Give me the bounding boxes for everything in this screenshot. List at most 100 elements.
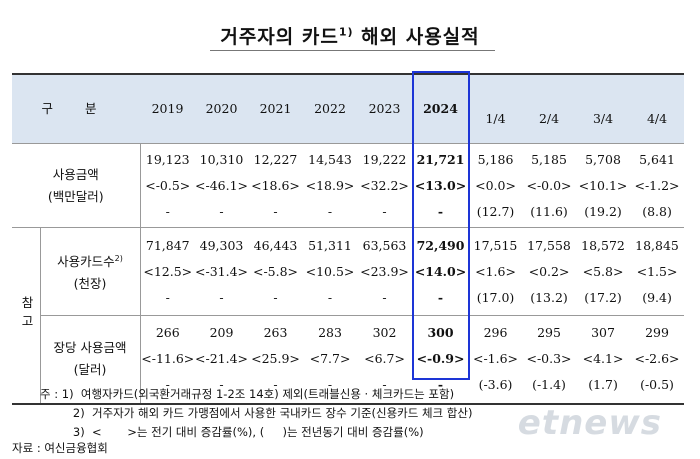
cards-footnote-marker: 2) — [114, 253, 123, 263]
year-2022: 2022 — [303, 74, 358, 144]
usage-values-5: 21,721 — [416, 151, 465, 167]
usage-growth-6: <0.0> — [475, 177, 516, 193]
usage-values-3: 14,543 — [308, 151, 352, 167]
year-2021: 2021 — [248, 74, 304, 144]
cards-yoy-9: (9.4) — [642, 289, 672, 305]
title-footnote-marker: 1) — [338, 25, 354, 39]
cards-label: 사용카드수2) — [41, 248, 140, 273]
cards-growth-9: <1.5> — [636, 263, 678, 279]
usage-values-8: 5,708 — [585, 151, 621, 167]
per-card-growth-9: <-2.6> — [634, 351, 680, 367]
cards-values-4: 63,563 — [362, 237, 407, 253]
cards-growth-2: <-5.8> — [252, 263, 299, 279]
per-card-growth-6: <-1.6> — [472, 351, 519, 367]
cards-row: 참고 사용카드수2) (천장) 71,847 <12.5> - 49,303 <-31.… — [12, 227, 685, 404]
year-2019: 2019 — [140, 74, 196, 144]
cell-per-card-7: 295 <-0.3> (-1.4) — [522, 315, 577, 404]
usage-growth-3: <18.9> — [305, 177, 355, 193]
usage-values-7: 5,185 — [531, 151, 567, 167]
cards-growth-7: <0.2> — [528, 263, 570, 279]
usage-growth-7: <-0.0> — [526, 177, 572, 193]
usage-growth-2: <18.6> — [251, 177, 300, 193]
usage-unit: (백만달러) — [47, 188, 104, 204]
title-underline — [210, 50, 495, 51]
usage-growth-8: <10.1> — [578, 177, 628, 193]
cards-yoy-7: (13.2) — [530, 289, 568, 305]
cards-yoy-0: - — [165, 289, 170, 305]
per-card-values-6: 296 — [483, 325, 508, 341]
footnote-1: 주 : 1) 여행자카드(외국환거래규정 1-2조 14호) 제외(트래블신용 … — [40, 387, 455, 401]
reference-text: 참고 — [19, 295, 34, 333]
cell-per-card-4: 302 <6.7> - — [357, 315, 413, 404]
year-2024: 2024 — [412, 74, 470, 144]
quarter-2: 2/4 — [522, 74, 577, 144]
cell-per-card-5: 300 <-0.9> - — [412, 315, 470, 404]
quarter-3: 3/4 — [576, 74, 631, 144]
cards-yoy-4: - — [382, 289, 387, 305]
usage-yoy-0: - — [165, 203, 170, 219]
cards-values-9: 18,845 — [635, 237, 679, 253]
cards-yoy-5: - — [437, 289, 444, 305]
usage-yoy-6: (12.7) — [476, 203, 515, 219]
usage-values-2: 12,227 — [253, 151, 298, 167]
per-card-growth-1: <-21.4> — [195, 351, 249, 367]
per-card-yoy-0: - — [165, 377, 170, 393]
cards-growth-3: <10.5> — [305, 263, 355, 279]
usage-values-9: 5,641 — [639, 151, 675, 167]
footnote-2: 2) 거주자가 해외 카드 가맹점에서 사용한 국내카드 장수 기준(신용카드 … — [40, 406, 473, 420]
cell-usage-9: 5,641 <-1.2> (8.8) — [630, 143, 685, 228]
per-card-growth-5: <-0.9> — [416, 351, 465, 367]
cell-cards-0: 71,847 <12.5> - — [140, 227, 196, 316]
cards-values-1: 49,303 — [199, 237, 244, 253]
usage-values-6: 5,186 — [477, 151, 514, 167]
quarter-4: 4/4 — [630, 74, 685, 144]
cell-cards-7: 17,558 <0.2> (13.2) — [522, 227, 577, 316]
per-card-values-9: 299 — [645, 325, 669, 341]
per-card-yoy-9: (-0.5) — [640, 377, 674, 393]
cards-growth-6: <1.6> — [475, 263, 516, 279]
per-card-yoy-1: - — [219, 377, 224, 393]
per-card-label-cell: 장당 사용금액 (달러) — [40, 315, 141, 404]
source-note: 자료 : 여신금융협회 — [12, 441, 108, 455]
cards-yoy-1: - — [219, 289, 224, 305]
per-card-growth-4: <6.7> — [364, 351, 405, 367]
per-card-growth-8: <4.1> — [582, 351, 624, 367]
usage-yoy-7: (11.6) — [530, 203, 568, 219]
year-2023: 2023 — [357, 74, 413, 144]
usage-label-cell: 사용금액 (백만달러) — [12, 143, 141, 228]
per-card-values-3: 283 — [318, 325, 342, 341]
usage-yoy-9: (8.8) — [642, 203, 672, 219]
cell-cards-8: 18,572 <5.8> (17.2) — [576, 227, 631, 316]
reference-label: 참고 — [12, 227, 41, 404]
cell-per-card-3: 283 <7.7> - — [303, 315, 358, 404]
cell-usage-5: 21,721 <13.0> - — [412, 143, 470, 228]
header-label: 구 분 — [12, 74, 141, 144]
header-row: 구 분 2019 2020 2021 2022 2023 2024 1/4 2/… — [12, 74, 685, 144]
cell-per-card-8: 307 <4.1> (1.7) — [576, 315, 631, 404]
cell-cards-4: 63,563 <23.9> - — [357, 227, 413, 316]
cards-growth-8: <5.8> — [582, 263, 624, 279]
per-card-row: 장당 사용금액 (달러) 266 <-11.6> - 209 <-21.4> - 263 <2… — [12, 315, 685, 404]
cards-growth-5: <14.0> — [414, 263, 467, 279]
cards-growth-4: <23.9> — [360, 263, 409, 279]
per-card-yoy-8: (1.7) — [588, 377, 618, 393]
cell-cards-5: 72,490 <14.0> - — [412, 227, 470, 316]
cards-yoy-8: (17.2) — [584, 289, 622, 305]
per-card-values-1: 209 — [209, 325, 234, 341]
usage-values-1: 10,310 — [199, 151, 244, 167]
usage-row: 사용금액 (백만달러) 19,123 <-0.5> -10,310 <-46.1> -1… — [12, 143, 685, 228]
usage-values-0: 19,123 — [145, 151, 190, 167]
per-card-values-2: 263 — [263, 325, 288, 341]
cards-values-0: 71,847 — [145, 237, 190, 253]
per-card-values-4: 302 — [372, 325, 397, 341]
per-card-growth-2: <25.9> — [251, 351, 300, 367]
usage-yoy-2: - — [273, 203, 278, 219]
per-card-unit: (달러) — [73, 362, 107, 378]
cell-cards-9: 18,845 <1.5> (9.4) — [630, 227, 685, 316]
cards-label-cell: 사용카드수2) (천장) — [40, 227, 141, 316]
cell-per-card-6: 296 <-1.6> (-3.6) — [469, 315, 523, 404]
usage-yoy-5: - — [437, 203, 444, 219]
cards-values-2: 46,443 — [253, 237, 298, 253]
page-title: 거주자의 카드1) 해외 사용실적 — [0, 22, 700, 51]
usage-yoy-3: - — [327, 203, 333, 219]
